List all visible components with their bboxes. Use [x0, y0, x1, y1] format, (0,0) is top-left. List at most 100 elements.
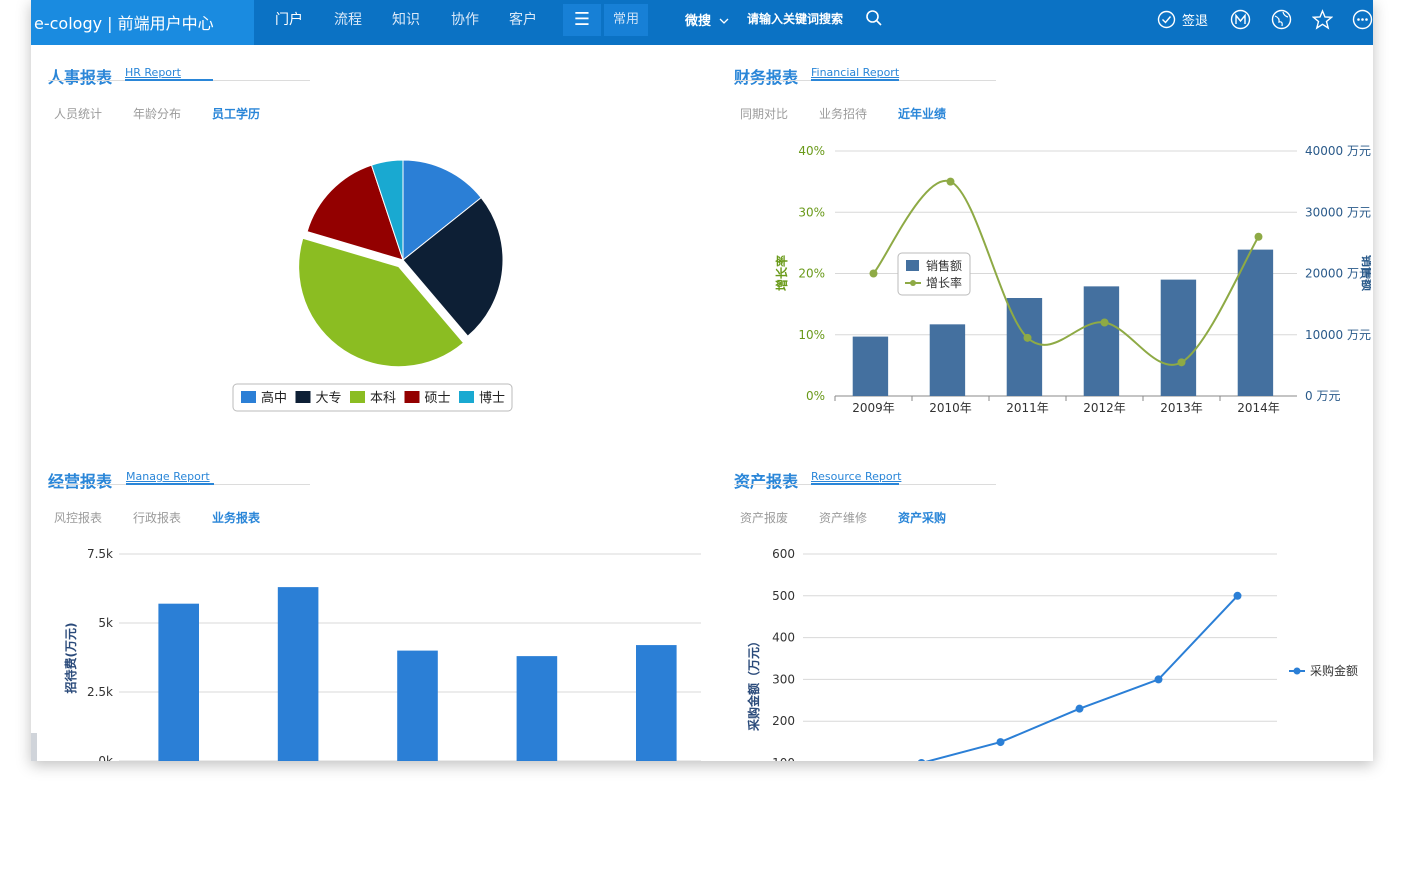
nav-knowledge[interactable]: 知识 [392, 12, 420, 28]
purchase-line-chart: 100 200 300 400 500 600 采购金额（万元） 采购金额 [746, 547, 1358, 761]
signout-label: 签退 [1182, 14, 1209, 29]
chevron-down-icon [719, 18, 729, 24]
tab-manage-business[interactable]: 业务报表 [212, 511, 261, 525]
tab-finance-entertainment[interactable]: 业务招待 [819, 107, 868, 121]
search-icon[interactable] [865, 9, 883, 27]
fin-bar-4 [1160, 279, 1197, 396]
education-pie-chart: 高中 大专 本科 硕士 博士 [232, 159, 513, 412]
hr-title: 人事报表 [48, 68, 113, 87]
search-type-select[interactable]: 微搜 [685, 10, 729, 29]
finance-divider-accent [811, 79, 899, 81]
nav-collaboration[interactable]: 协作 [451, 12, 479, 28]
pie-legend-swatch-3 [404, 391, 420, 403]
mgr-bar-4 [636, 645, 677, 761]
mgr-ytick-label-3: 7.5k [87, 547, 113, 561]
tab-resource-repair[interactable]: 资产维修 [819, 511, 868, 525]
fin-legend-line-swatch [910, 280, 916, 286]
common-button[interactable]: 常用 [604, 4, 648, 36]
res-ytick-label-3: 400 [772, 631, 795, 645]
fin-bar-3 [1083, 286, 1120, 396]
menu-icon: ☰ [573, 9, 591, 30]
tab-hr-education[interactable]: 员工学历 [212, 107, 261, 121]
fin-bar-0 [852, 336, 889, 396]
search-input[interactable]: 请输入关键词搜索 [747, 12, 844, 26]
fin-point-2 [1023, 333, 1032, 342]
mgr-bar-0 [158, 603, 199, 761]
fin-point-3 [1100, 318, 1109, 327]
mgr-bar-3 [516, 656, 558, 761]
app-window: e-cology | 前端用户中心 门户 流程 知识 协作 客户 ☰ 常用 微搜… [31, 0, 1373, 761]
pie-slice-2 [298, 237, 465, 368]
star-icon[interactable] [1312, 9, 1333, 30]
fin-point-4 [1177, 358, 1186, 367]
manage-subtitle[interactable]: Manage Report [126, 470, 210, 483]
fin-y2tick-label-4: 40000 万元 [1305, 144, 1371, 158]
fin-legend: 销售额 增长率 [897, 252, 971, 296]
fin-ytick-label-2: 20% [798, 267, 825, 281]
nav-customer[interactable]: 客户 [509, 12, 537, 28]
finance-title: 财务报表 [734, 68, 799, 87]
globe-icon[interactable] [1271, 9, 1292, 30]
pie-legend-swatch-1 [295, 391, 311, 403]
res-ytick-label-0: 100 [772, 756, 795, 761]
res-ytick-label-1: 200 [772, 714, 795, 728]
app-logo[interactable]: e-cology | 前端用户中心 [34, 14, 214, 33]
hr-subtitle[interactable]: HR Report [125, 66, 181, 79]
fin-legend-growth: 增长率 [926, 275, 962, 290]
tab-manage-admin[interactable]: 行政报表 [133, 511, 182, 525]
res-legend: 采购金额 [1289, 663, 1358, 678]
fin-xtick-label-5: 2014年 [1237, 401, 1280, 415]
res-legend-label: 采购金额 [1310, 663, 1358, 678]
menu-button[interactable]: ☰ [563, 4, 601, 36]
fin-ylabel: 增长率 [774, 255, 789, 291]
tab-finance-performance[interactable]: 近年业绩 [898, 107, 947, 121]
pie-legend-label-1: 大专 [316, 391, 342, 406]
tab-manage-risk[interactable]: 风控报表 [54, 511, 103, 525]
pie-legend-label-4: 博士 [479, 391, 505, 406]
resource-subtitle[interactable]: Resource Report [811, 470, 902, 483]
tab-hr-headcount[interactable]: 人员统计 [54, 107, 103, 121]
growth-rate-line [872, 179, 1260, 366]
nav-workflow[interactable]: 流程 [334, 12, 362, 28]
fin-xtick-label-1: 2010年 [929, 401, 972, 415]
finance-subtitle[interactable]: Financial Report [811, 66, 900, 79]
tab-hr-age[interactable]: 年龄分布 [133, 107, 182, 121]
pie-legend-swatch-4 [459, 391, 474, 403]
tab-resource-purchase[interactable]: 资产采购 [898, 511, 947, 525]
mgr-bar-2 [397, 650, 438, 761]
m-circle-icon[interactable] [1230, 9, 1251, 30]
fin-y2tick-label-0: 0 万元 [1305, 389, 1340, 403]
res-ytick-label-2: 300 [772, 672, 795, 686]
res-ytick-label-4: 500 [772, 589, 795, 603]
pie-slice-4 [370, 159, 404, 261]
manage-divider-accent [126, 483, 214, 485]
nav-portal[interactable]: 门户 [275, 12, 303, 28]
tab-finance-yoy[interactable]: 同期对比 [740, 107, 789, 121]
fin-ytick-label-0: 0% [806, 389, 825, 403]
res-ytick-label-5: 600 [772, 547, 795, 561]
sidebar-toggle-handle[interactable] [31, 733, 37, 761]
fin-point-1 [946, 177, 955, 186]
pie-legend-box [232, 383, 513, 412]
fin-ytick-label-4: 40% [798, 144, 825, 158]
logo-area[interactable]: e-cology | 前端用户中心 [31, 0, 254, 45]
pie-legend-label-3: 硕士 [425, 391, 451, 406]
res-point-4 [1154, 675, 1163, 684]
resource-title: 资产报表 [734, 472, 799, 491]
check-circle-icon [1157, 10, 1176, 29]
tab-resource-scrap[interactable]: 资产报废 [740, 511, 789, 525]
more-icon[interactable] [1352, 9, 1373, 30]
fin-ytick-label-3: 30% [798, 205, 825, 219]
fin-xtick-label-3: 2012年 [1083, 401, 1126, 415]
signout-button[interactable]: 签退 [1157, 10, 1208, 29]
res-point-1 [918, 759, 925, 761]
entertainment-bar-chart: 0k 2.5k 5k 7.5k 招待费(万元) [63, 547, 701, 761]
manage-title: 经营报表 [48, 472, 113, 491]
search-type-label: 微搜 [685, 14, 712, 29]
pie-slice-0 [402, 159, 482, 262]
mgr-ytick-label-1: 2.5k [87, 685, 113, 699]
sales-growth-chart: 0% 10% 20% 30% 40% 0 万元 10000 万元 20000 万元 30000… [774, 144, 1371, 415]
fin-y2label: 销售额 [1360, 255, 1371, 291]
pie-legend-label-0: 高中 [261, 390, 287, 406]
resource-divider-accent [811, 483, 899, 485]
